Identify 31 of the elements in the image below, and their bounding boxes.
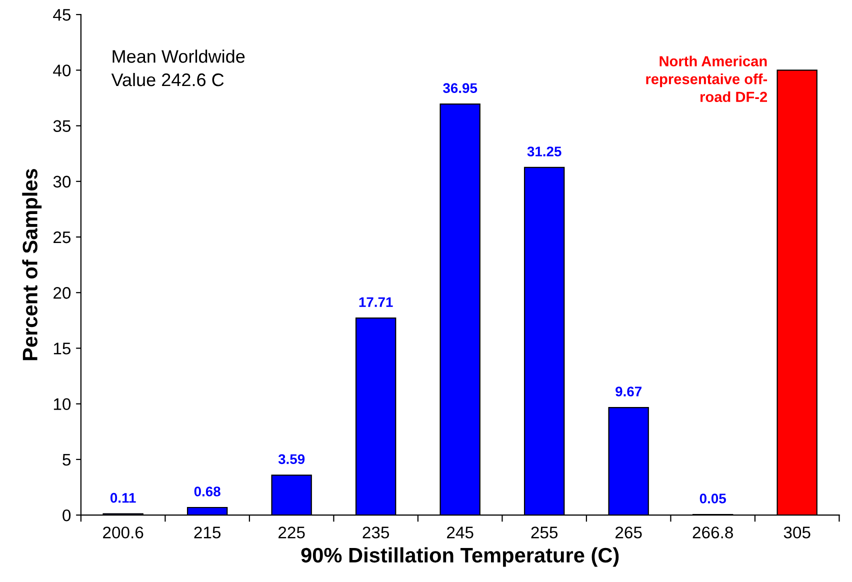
y-tick-label: 35 <box>53 120 71 132</box>
x-tick-label: 245 <box>447 526 474 538</box>
data-label: 9.67 <box>616 386 642 396</box>
x-tick-label: 305 <box>784 526 810 538</box>
y-tick-label: 0 <box>62 509 71 522</box>
y-axis-title: Percent of Samples <box>22 168 42 360</box>
x-tick-label: 265 <box>616 526 642 538</box>
data-label: 0.11 <box>110 492 136 503</box>
data-label: 17.71 <box>359 297 393 307</box>
data-label: 0.68 <box>194 486 220 496</box>
annotation: Mean Worldwide Value 242.6 C <box>111 50 245 86</box>
data-label: 31.25 <box>527 146 562 156</box>
x-tick-label: 225 <box>278 526 305 538</box>
x-tick-label: 255 <box>531 526 558 538</box>
data-label: 3.59 <box>278 454 305 464</box>
x-tick-label: 215 <box>194 526 221 538</box>
annotation: North American representaive off- road DF-2 <box>646 56 768 102</box>
y-tick-label: 45 <box>53 9 71 21</box>
data-label: 0.05 <box>700 494 726 504</box>
y-tick-label: 20 <box>54 287 71 299</box>
y-tick-label: 30 <box>53 176 71 188</box>
y-tick-label: 5 <box>62 454 71 466</box>
y-tick-label: 10 <box>54 398 71 410</box>
x-tick-label: 235 <box>362 526 390 538</box>
x-tick-label: 200.6 <box>103 526 144 538</box>
x-tick-label: 266.8 <box>692 526 733 538</box>
y-tick-label: 15 <box>54 342 71 354</box>
y-tick-label: 40 <box>53 64 71 76</box>
data-label: 36.95 <box>443 83 478 94</box>
x-axis-title: 90% Distillation Temperature (C) <box>301 547 619 567</box>
y-tick-label: 25 <box>54 231 71 244</box>
